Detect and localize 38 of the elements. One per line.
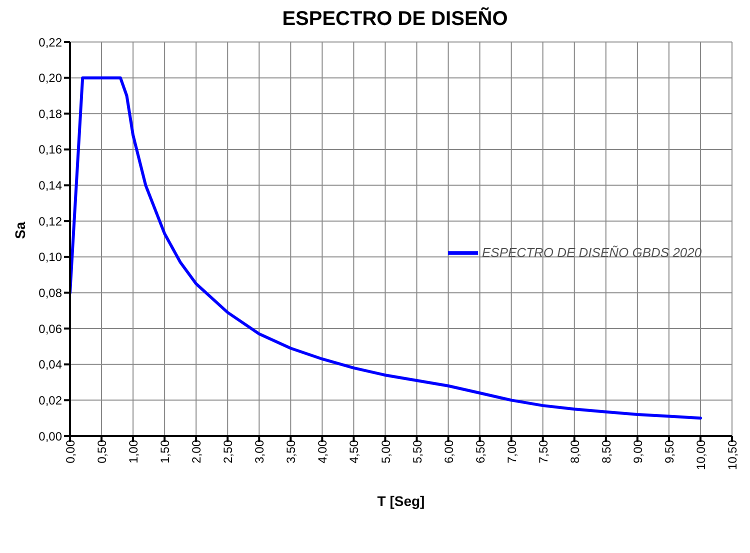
y-tick-label: 0,14 — [38, 178, 62, 193]
chart-title: ESPECTRO DE DISEÑO — [282, 8, 508, 30]
x-tick-label: 5,00 — [378, 440, 393, 464]
y-tick-label: 0,18 — [38, 106, 62, 121]
x-tick-label: 6,00 — [442, 440, 456, 464]
x-tick-label: 3,50 — [284, 440, 298, 464]
x-tick-label: 1,00 — [126, 440, 141, 464]
y-tick-label: 0,08 — [38, 286, 62, 300]
y-tick-label: 0,02 — [38, 393, 62, 408]
y-tick-label: 0,06 — [38, 322, 62, 336]
x-tick-label: 8,50 — [599, 440, 614, 464]
y-tick-label: 0,22 — [38, 35, 62, 50]
x-tick-label: 9,00 — [630, 440, 645, 464]
y-tick-label: 0,16 — [38, 142, 62, 157]
y-tick-label: 0,12 — [38, 214, 62, 228]
x-axis-title: T [Seg] — [377, 493, 425, 509]
y-tick-label: 0,04 — [38, 358, 62, 372]
y-tick-label: 0,20 — [38, 71, 62, 86]
x-tick-label: 6,50 — [473, 440, 488, 464]
x-tick-label: 2,00 — [190, 440, 204, 464]
x-tick-label: 2,50 — [221, 440, 236, 464]
x-tick-label: 0,00 — [64, 440, 78, 464]
y-axis-title: Sa — [12, 222, 28, 239]
x-tick-label: 3,00 — [252, 440, 267, 464]
x-tick-label: 10,00 — [694, 440, 708, 470]
x-tick-label: 5,50 — [410, 440, 424, 464]
x-tick-label: 4,00 — [316, 440, 330, 464]
x-tick-label: 4,50 — [347, 440, 362, 464]
y-tick-label: 0,10 — [38, 250, 62, 264]
x-tick-label: 10,50 — [726, 440, 740, 470]
x-tick-label: 1,50 — [158, 440, 172, 464]
x-tick-label: 9,50 — [662, 440, 676, 464]
y-tick-label: 0,00 — [38, 429, 62, 444]
x-tick-label: 7,00 — [504, 440, 519, 464]
x-tick-label: 7,50 — [536, 440, 550, 464]
line-series — [70, 76, 702, 420]
x-tick-label: 0,50 — [95, 440, 110, 464]
x-tick-label: 8,00 — [568, 440, 582, 464]
